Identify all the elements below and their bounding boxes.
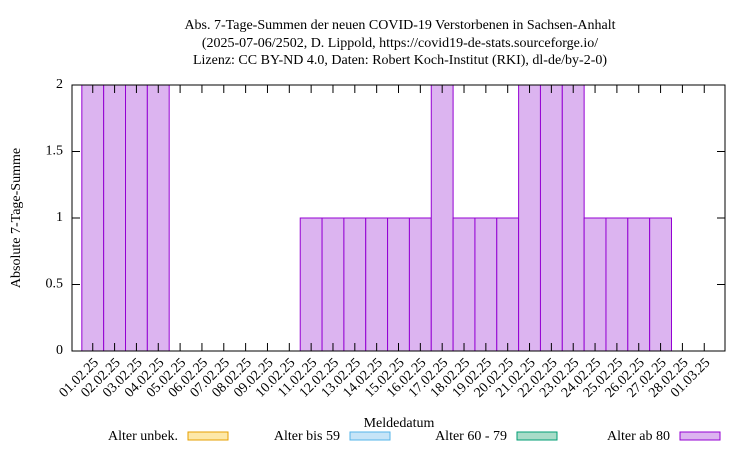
y-tick-label: 2 <box>56 77 63 92</box>
legend-swatch <box>349 431 391 441</box>
bar <box>103 84 127 352</box>
bar <box>146 84 170 352</box>
bar <box>430 84 454 352</box>
y-tick-label: 0.5 <box>46 277 64 292</box>
bar <box>474 217 498 352</box>
legend-swatch <box>187 431 229 441</box>
y-tick-label: 0 <box>56 343 63 358</box>
legend-swatch <box>516 431 558 441</box>
bar <box>321 217 345 352</box>
x-axis-label: Meldedatum <box>364 416 435 431</box>
chart-title: Lizenz: CC BY-ND 4.0, Daten: Robert Koch… <box>193 53 607 68</box>
bar <box>496 217 520 352</box>
bar <box>81 84 105 352</box>
legend-label: Alter bis 59 <box>274 429 340 444</box>
bar <box>343 217 367 352</box>
bar <box>408 217 432 352</box>
bar <box>125 84 148 352</box>
bar <box>539 84 563 352</box>
bar <box>583 217 607 352</box>
bar <box>452 217 476 352</box>
chart-title: (2025-07-06/2502, D. Lippold, https://co… <box>202 36 598 51</box>
y-tick-label: 1 <box>56 210 63 225</box>
legend-label: Alter 60 - 79 <box>435 429 507 444</box>
y-tick-label: 1.5 <box>46 144 64 159</box>
bar <box>365 217 389 352</box>
bar <box>299 217 323 352</box>
bar <box>627 217 651 352</box>
bar <box>649 217 672 352</box>
legend-label: Alter unbek. <box>108 429 178 444</box>
bar <box>518 84 541 352</box>
legend-label: Alter ab 80 <box>607 429 670 444</box>
legend-swatch <box>679 431 721 441</box>
bar <box>561 84 585 352</box>
chart-title: Abs. 7-Tage-Summen der neuen COVID-19 Ve… <box>184 18 615 33</box>
y-axis-label: Absolute 7-Tage-Summe <box>9 148 24 288</box>
bar <box>605 217 629 352</box>
bar <box>387 217 410 352</box>
